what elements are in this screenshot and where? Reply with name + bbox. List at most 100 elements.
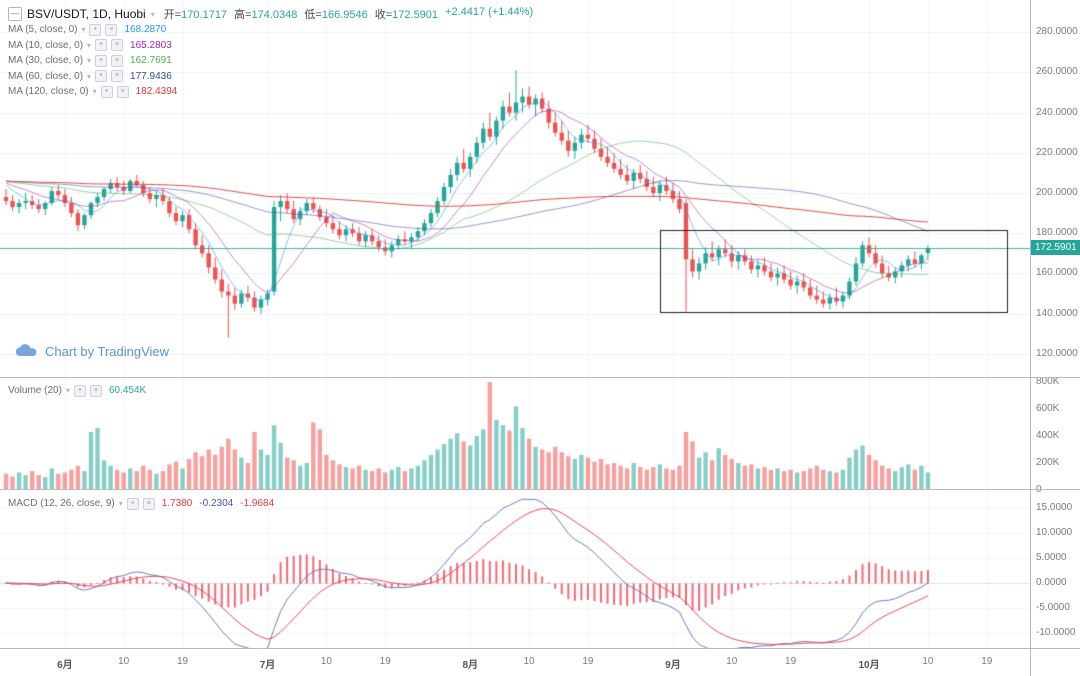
- eye-icon[interactable]: •: [95, 54, 108, 67]
- chevron-down-icon[interactable]: ▾: [150, 9, 155, 19]
- indicator-legend: — BSV/USDT, 1D, Huobi ▾ 开=170.1717 高=174…: [8, 6, 533, 100]
- ma-indicator-row: MA (120, close, 0) ▾ • × 182.4394: [8, 84, 533, 100]
- close-icon[interactable]: ×: [111, 70, 124, 83]
- ma-label: MA (120, close, 0): [8, 86, 89, 98]
- macd-label: MACD (12, 26, close, 9): [8, 498, 115, 510]
- price-axis[interactable]: 280.0000 260.0000 240.0000 220.0000 200.0000…: [1030, 0, 1080, 676]
- axis-tick-label: -5.0000: [1036, 601, 1070, 613]
- volume-pane-canvas[interactable]: [0, 378, 1030, 490]
- time-tick-label: 19: [582, 656, 594, 667]
- eye-icon[interactable]: •: [89, 23, 102, 36]
- axis-tick-label: 15.0000: [1036, 501, 1073, 513]
- ma-value: 177.9436: [130, 70, 172, 82]
- chevron-down-icon[interactable]: ▾: [87, 71, 92, 81]
- time-tick-label: 19: [785, 656, 797, 667]
- axis-tick-label: 200K: [1036, 457, 1060, 468]
- high-value: 174.0348: [251, 9, 298, 21]
- macd-pane-canvas[interactable]: [0, 490, 1030, 648]
- time-axis-separator: [0, 648, 1080, 649]
- tradingview-logo-icon: [16, 344, 37, 356]
- symbol-title[interactable]: BSV/USDT, 1D, Huobi: [27, 7, 146, 21]
- ma-value: 168.2870: [124, 24, 167, 36]
- watermark-text: Chart by TradingView: [45, 344, 170, 359]
- ma-value: 165.2803: [130, 39, 172, 51]
- macd-hist-value: 1.7380: [161, 498, 193, 510]
- axis-tick-label: 280.0000: [1036, 26, 1078, 38]
- price-pane-canvas[interactable]: [0, 0, 1030, 378]
- axis-tick-label: 10.0000: [1036, 526, 1073, 538]
- axis-tick-label: 260.0000: [1036, 66, 1078, 78]
- close-value: 172.5901: [392, 9, 439, 21]
- time-tick-label: 10: [523, 656, 535, 667]
- ma-indicator-row: MA (10, close, 0) ▾ • × 165.2803: [8, 38, 533, 54]
- axis-tick-label: 0.0000: [1036, 576, 1067, 588]
- axis-tick-label: 120.0000: [1036, 347, 1078, 359]
- low-value: 166.9546: [321, 9, 368, 21]
- time-tick-label: 8月: [462, 660, 478, 671]
- eye-icon[interactable]: •: [95, 70, 108, 83]
- close-label: 收=: [374, 9, 393, 21]
- open-value: 170.1717: [181, 9, 228, 21]
- time-axis[interactable]: 6月 10 19 7月 10 19 8月 10 19 9月 10 19 10月 10 19: [0, 649, 1030, 676]
- axis-tick-label: 140.0000: [1036, 307, 1078, 319]
- ma-indicator-row: MA (60, close, 0) ▾ • × 177.9436: [8, 69, 533, 85]
- ma-value: 162.7691: [130, 55, 172, 67]
- ma-label: MA (30, close, 0): [8, 55, 84, 67]
- close-icon[interactable]: ×: [111, 54, 124, 67]
- high-label: 高=: [234, 9, 252, 21]
- eye-icon[interactable]: •: [100, 85, 113, 98]
- close-icon[interactable]: ×: [105, 23, 118, 36]
- chevron-down-icon[interactable]: ▾: [92, 87, 97, 97]
- close-icon[interactable]: ×: [142, 497, 155, 510]
- symbol-row: — BSV/USDT, 1D, Huobi ▾ 开=170.1717 高=174…: [8, 6, 533, 22]
- ma-indicator-row: MA (30, close, 0) ▾ • × 162.7691: [8, 53, 533, 69]
- close-icon[interactable]: ×: [116, 85, 129, 98]
- macd-indicator-row: MACD (12, 26, close, 9) ▾ • × 1.7380 -0.…: [8, 496, 274, 512]
- close-icon[interactable]: ×: [111, 39, 124, 52]
- chevron-down-icon[interactable]: ▾: [65, 386, 70, 396]
- change-value: +2.4417 (+1.44%): [445, 6, 534, 18]
- ma-label: MA (10, close, 0): [8, 39, 84, 51]
- time-tick-label: 19: [176, 656, 189, 667]
- volume-value: 60.454K: [108, 385, 147, 397]
- volume-indicator-row: Volume (20) ▾ • × 60.454K: [8, 383, 146, 399]
- axis-tick-label: 800K: [1036, 376, 1060, 388]
- chevron-down-icon[interactable]: ▾: [87, 40, 92, 50]
- time-tick-label: 10: [320, 656, 332, 667]
- time-tick-label: 9月: [665, 660, 681, 671]
- ohlc-values: 开=170.1717 高=174.0348 低=166.9546 收=172.5…: [164, 6, 533, 22]
- pane-separator[interactable]: [0, 377, 1080, 378]
- time-tick-label: 10: [118, 656, 130, 667]
- tradingview-watermark[interactable]: Chart by TradingView: [16, 344, 169, 359]
- time-tick-label: 10月: [858, 660, 880, 671]
- open-label: 开=: [163, 9, 182, 21]
- chevron-down-icon[interactable]: ▾: [81, 25, 86, 35]
- axis-tick-label: 180.0000: [1036, 227, 1078, 239]
- axis-tick-label: 5.0000: [1036, 551, 1067, 563]
- time-tick-label: 10: [922, 656, 934, 667]
- axis-tick-label: 600K: [1036, 403, 1060, 415]
- chevron-down-icon[interactable]: ▾: [87, 56, 92, 66]
- eye-icon[interactable]: •: [126, 497, 139, 510]
- pane-separator[interactable]: [0, 489, 1080, 490]
- legend-collapse-icon[interactable]: —: [8, 7, 22, 21]
- axis-tick-label: 240.0000: [1036, 106, 1078, 118]
- ma-label: MA (5, close, 0): [8, 24, 78, 36]
- ma-indicator-row: MA (5, close, 0) ▾ • × 168.2870: [8, 22, 533, 38]
- volume-label: Volume (20): [8, 385, 62, 397]
- time-tick-label: 19: [379, 656, 391, 667]
- low-label: 低=: [304, 9, 322, 21]
- eye-icon[interactable]: •: [95, 39, 108, 52]
- last-price-label: 172.5901: [1031, 240, 1080, 256]
- macd-signal-value: -1.9684: [240, 498, 275, 510]
- close-icon[interactable]: ×: [89, 384, 102, 397]
- chevron-down-icon[interactable]: ▾: [118, 499, 123, 509]
- axis-tick-label: 160.0000: [1036, 267, 1078, 279]
- time-tick-label: 7月: [259, 660, 276, 671]
- axis-tick-label: -10.0000: [1036, 626, 1076, 638]
- eye-icon[interactable]: •: [73, 384, 86, 397]
- ma-value: 182.4394: [135, 86, 178, 98]
- time-tick-label: 19: [981, 656, 993, 667]
- macd-line-value: -0.2304: [199, 498, 234, 510]
